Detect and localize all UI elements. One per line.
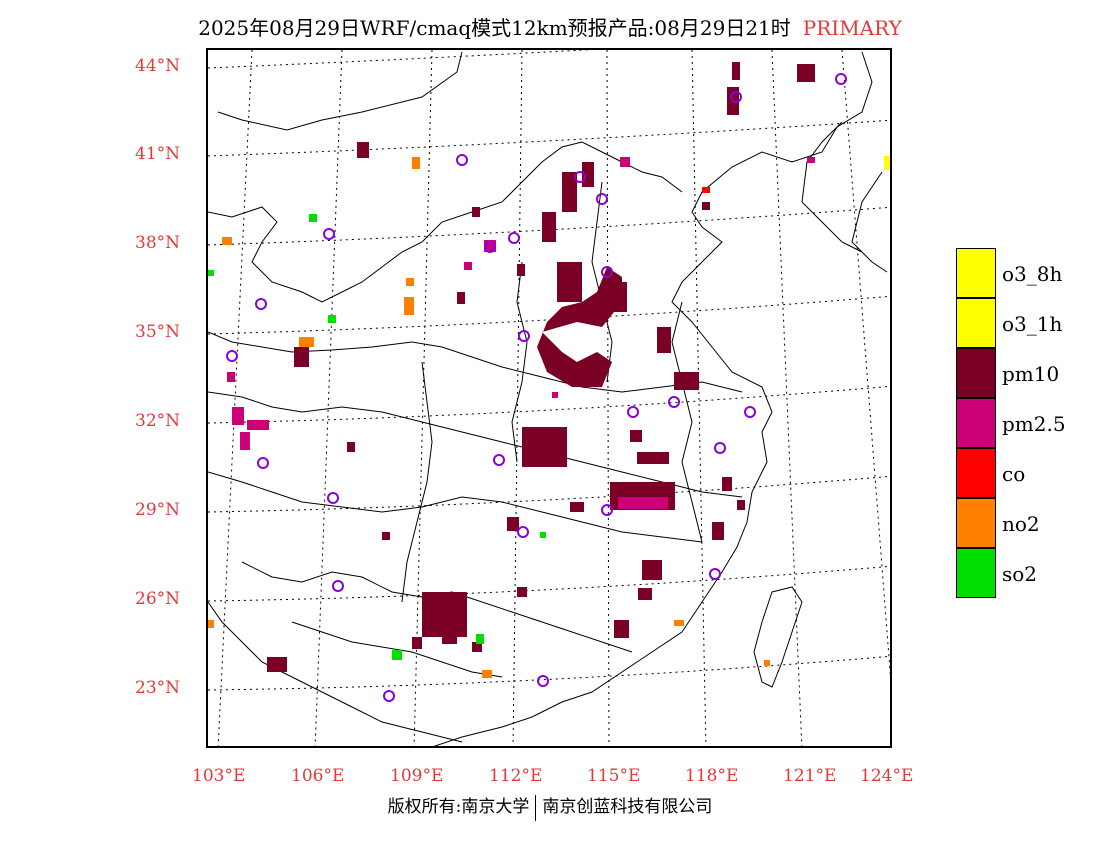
lon-label-121: 121°E — [783, 766, 837, 786]
legend-item-pm25: pm2.5 — [956, 398, 1066, 448]
map-title-text: 2025年08月29日WRF/cmaq模式12km预报产品:08月29日21时 — [198, 16, 791, 40]
station-markers — [226, 73, 847, 702]
forecast-map — [206, 48, 892, 748]
legend-swatch-so2 — [956, 548, 996, 598]
legend-swatch-o3-1h — [956, 298, 996, 348]
primary-tag: PRIMARY — [802, 16, 902, 40]
boundaries — [208, 51, 888, 746]
legend-swatch-co — [956, 448, 996, 498]
graticule — [208, 50, 890, 746]
copyright-owner: 版权所有:南京大学 — [387, 797, 530, 817]
legend-item-no2: no2 — [956, 498, 1040, 548]
legend-swatch-o3-8h — [956, 248, 996, 298]
lat-label-38: 38°N — [135, 233, 181, 253]
no2-areas — [208, 157, 770, 678]
pm25-areas — [227, 157, 815, 509]
map-title: 2025年08月29日WRF/cmaq模式12km预报产品:08月29日21时 P… — [0, 12, 1100, 41]
legend-label-o3-1h: o3_1h — [1002, 312, 1063, 336]
lat-label-32: 32°N — [135, 411, 181, 431]
copyright-footer: 版权所有:南京大学 南京创蓝科技有限公司 — [0, 792, 1100, 821]
legend-label-co: co — [1002, 462, 1026, 486]
so2-areas — [208, 214, 546, 660]
lon-label-109: 109°E — [390, 766, 444, 786]
lat-label-23: 23°N — [135, 678, 181, 698]
legend-swatch-no2 — [956, 498, 996, 548]
copyright-company: 南京创蓝科技有限公司 — [542, 797, 713, 817]
legend-label-o3-8h: o3_8h — [1002, 262, 1063, 286]
legend-swatch-pm10 — [956, 348, 996, 398]
lon-label-106: 106°E — [291, 766, 345, 786]
lat-label-29: 29°N — [135, 500, 181, 520]
legend-item-co: co — [956, 448, 1025, 498]
legend-label-pm10: pm10 — [1002, 362, 1060, 386]
lat-label-41: 41°N — [135, 144, 181, 164]
pollutant-legend: o3_8h o3_1h pm10 pm2.5 co no2 so2 — [956, 248, 1066, 598]
co-areas — [702, 187, 710, 193]
lon-label-112: 112°E — [489, 766, 543, 786]
legend-label-pm25: pm2.5 — [1002, 412, 1066, 436]
lat-label-26: 26°N — [135, 589, 181, 609]
legend-item-o3-8h: o3_8h — [956, 248, 1062, 298]
lon-label-118: 118°E — [685, 766, 739, 786]
legend-item-so2: so2 — [956, 548, 1037, 598]
legend-label-no2: no2 — [1002, 512, 1040, 536]
legend-label-so2: so2 — [1002, 562, 1038, 586]
legend-item-pm10: pm10 — [956, 348, 1059, 398]
lat-label-44: 44°N — [135, 56, 181, 76]
lat-label-35: 35°N — [135, 322, 181, 342]
lon-label-103: 103°E — [192, 766, 246, 786]
lon-label-115: 115°E — [587, 766, 641, 786]
lon-label-124: 124°E — [860, 766, 914, 786]
pm10-areas — [267, 62, 815, 672]
o3-areas — [884, 156, 890, 170]
legend-item-o3-1h: o3_1h — [956, 298, 1062, 348]
map-canvas — [208, 50, 890, 746]
legend-swatch-pm25 — [956, 398, 996, 448]
footer-divider — [535, 794, 537, 821]
